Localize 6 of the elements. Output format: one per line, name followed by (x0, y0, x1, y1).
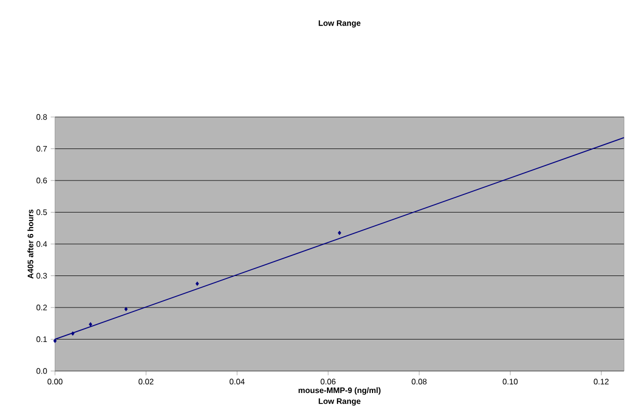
point (124, 306, 128, 312)
point (53, 338, 57, 344)
point (196, 281, 199, 286)
point (338, 230, 342, 236)
point (71, 331, 74, 336)
point (88, 322, 92, 327)
